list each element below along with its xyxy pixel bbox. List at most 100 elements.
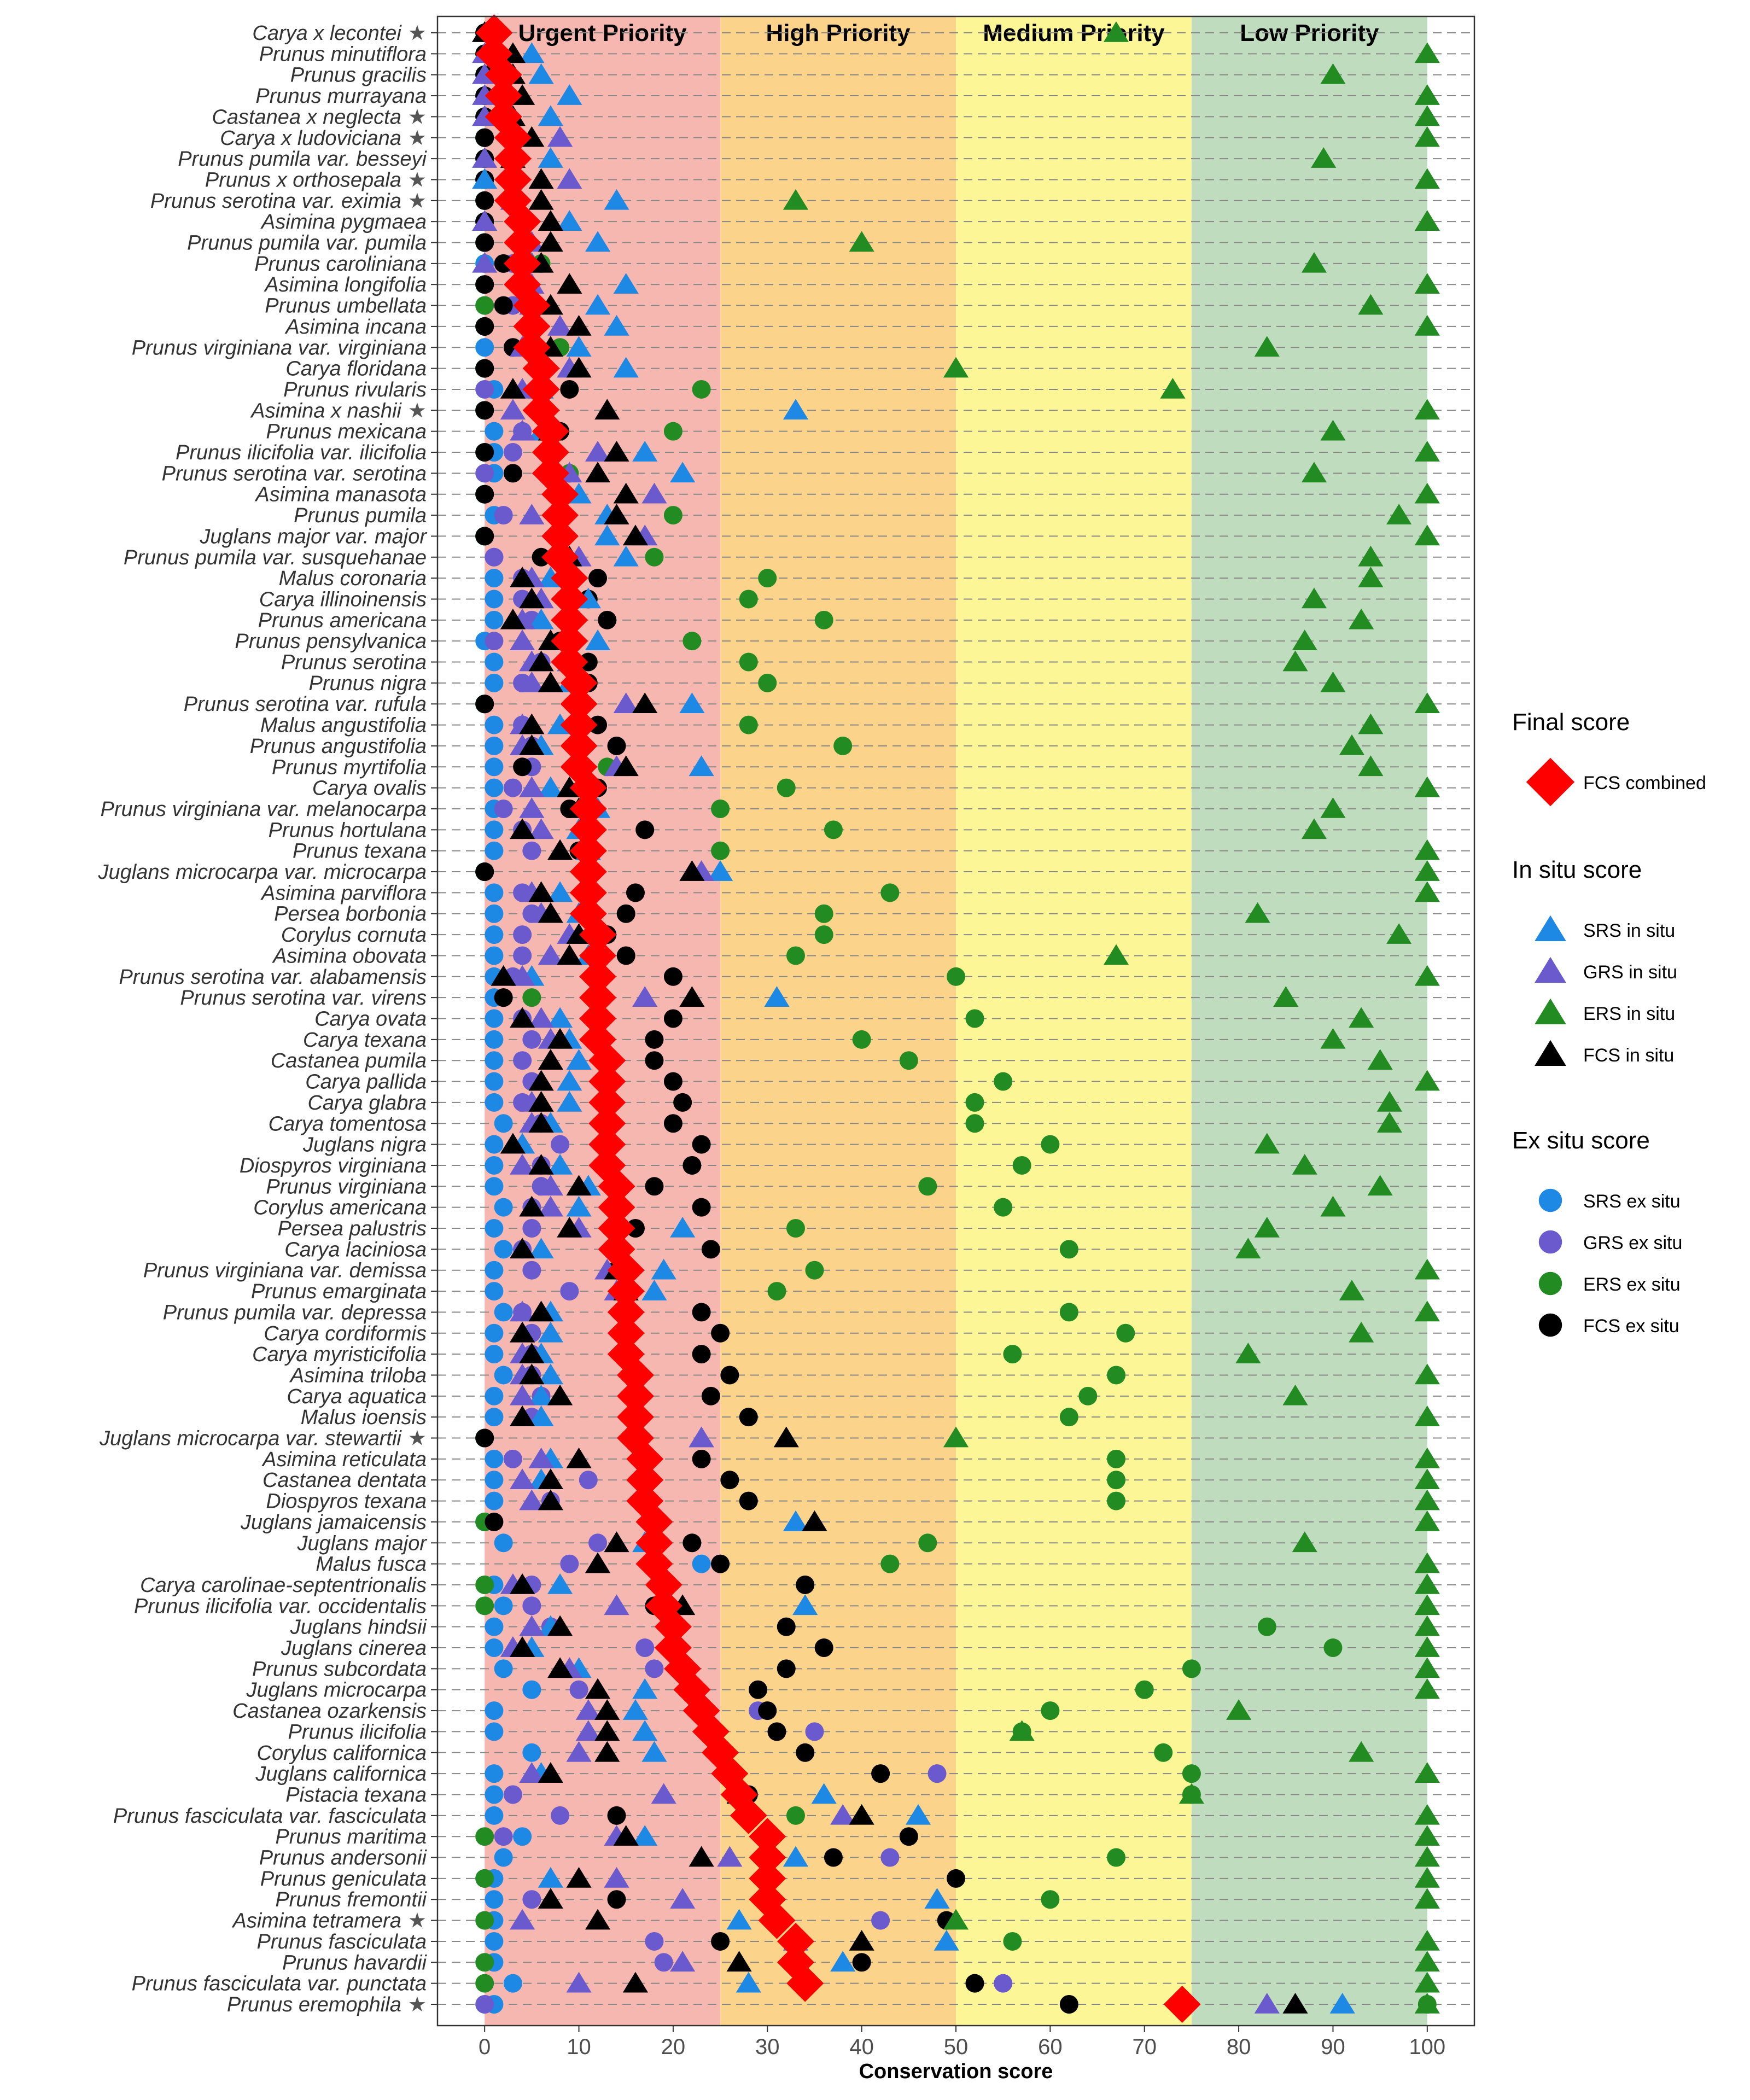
point-ers_ex-86 [475,1827,494,1846]
point-srs_in-80 [622,1699,649,1720]
point-fcs_in-48 [547,1028,573,1049]
species-name: Prunus fasciculata var. punctata [132,1973,427,1996]
point-srs_in-90 [726,1909,752,1930]
point-fcs_ex-33 [588,715,608,734]
point-fcs_in-7 [528,168,554,189]
point-fcs-69 [626,1461,664,1499]
point-grs_in-5 [547,126,573,147]
legend-key-2-2 [1538,1271,1562,1296]
point-fcs_ex-41 [626,883,645,902]
species-name: Prunus pumila var. pumila [187,232,427,255]
point-fcs_in-58 [510,1238,535,1259]
point-grs_ex-85 [551,1806,570,1825]
legend-key-1-3 [1535,1040,1566,1066]
point-fcs-60 [607,1273,645,1310]
species-label-20: Prunus ilicifolia var. ilicifolia [176,441,427,464]
point-srs_in-54 [547,1153,573,1175]
point-ers_in-54 [1292,1153,1317,1175]
point-ers_ex-58 [1059,1240,1078,1259]
point-fcs_ex-69 [720,1471,739,1490]
point-srs_in-74 [547,1573,573,1594]
species-name: Juglans californica [255,1763,427,1786]
point-ers_ex-37 [711,799,730,818]
species-name: Asimina obovata [272,944,427,967]
species-name: Prunus mexicana [266,421,427,444]
species-label-79: Juglans microcarpa [246,1679,427,1702]
point-ers_in-30 [1282,650,1308,672]
point-fcs-76 [654,1608,692,1646]
point-ers_in-3 [1414,84,1440,105]
point-grs_in-31 [519,671,545,692]
point-grs_in-14 [547,314,573,336]
point-ers_in-4 [1414,105,1440,126]
point-ers_ex-72 [918,1533,937,1553]
species-name: Prunus serotina [281,651,427,674]
point-fcs-40 [569,853,607,891]
point-ers_ex-27 [739,590,758,609]
species-name: Asimina manasota [254,483,427,506]
point-grs_in-9 [472,210,498,231]
species-label-36: Carya ovalis [312,777,427,800]
point-fcs-22 [541,475,579,513]
point-srs_ex-68 [485,1449,504,1468]
point-fcs-74 [645,1566,682,1603]
point-fcs_ex-38 [635,820,655,839]
species-label-88: Prunus geniculata [260,1868,427,1891]
point-ers_ex-61 [1059,1303,1078,1322]
point-grs_ex-29 [485,632,504,651]
species-name: Prunus havardii [282,1951,428,1974]
point-grs_in-55 [538,1175,563,1196]
point-ers_ex-26 [758,569,777,588]
point-ers_in-28 [1349,608,1374,629]
point-grs_ex-93 [994,1974,1013,1993]
point-fcs-37 [569,790,607,827]
point-grs_in-22 [641,482,667,504]
species-label-22: Asimina manasota [254,483,427,506]
x-tick-label-5: 50 [944,2035,969,2059]
band-2 [956,16,1192,2026]
point-srs_ex-65 [485,1386,504,1405]
legend-label-2-3: FCS ex situ [1583,1316,1679,1337]
species-label-90: Asimina tetramera ★ [232,1909,427,1933]
point-ers_in-76 [1414,1615,1440,1636]
point-fcs_in-55 [566,1175,592,1196]
species-name: Prunus maritima [275,1825,427,1848]
point-fcs_ex-45 [663,967,682,986]
point-fcs_ex-50 [663,1072,682,1091]
point-grs_ex-81 [805,1722,824,1741]
point-fcs-28 [551,601,588,639]
species-name: Prunus subcordata [252,1658,427,1681]
point-grs_ex-84 [503,1785,522,1804]
species-label-40: Juglans microcarpa var. microcarpa [98,861,427,884]
species-name: Persea palustris [278,1217,427,1240]
point-fcs-71 [635,1503,673,1541]
point-grs_ex-90 [871,1911,890,1930]
point-fcs_ex-94 [1059,1995,1078,2014]
species-label-45: Prunus serotina var. alabamensis [119,966,427,989]
band-3 [1191,16,1427,2026]
species-name: Prunus gracilis [290,64,427,87]
species-label-13: Prunus umbellata [265,295,427,318]
point-grs_in-85 [830,1804,856,1825]
point-grs_in-67 [689,1426,714,1448]
point-ers_ex-19 [663,422,682,441]
point-srs_in-56 [566,1195,592,1217]
species-label-17: Prunus rivularis [283,378,427,401]
point-srs_in-36 [538,776,563,797]
point-fcs-90 [758,1901,796,1939]
point-fcs_ex-68 [692,1449,711,1468]
point-fcs-17 [522,370,560,408]
point-ers_ex-42 [814,904,833,923]
species-name: Castanea pumila [271,1049,427,1072]
point-srs_in-21 [670,462,696,483]
point-ers_ex-64 [1107,1366,1126,1385]
species-name: Prunus nigra [309,672,427,695]
point-fcs_in-52 [528,1112,554,1133]
point-fcs_in-62 [510,1321,535,1343]
point-fcs_ex-51 [673,1093,692,1112]
point-srs_in-20 [632,441,658,462]
point-fcs_in-71 [802,1510,827,1531]
point-fcs_in-49 [538,1049,563,1070]
point-srs_in-12 [613,273,639,294]
